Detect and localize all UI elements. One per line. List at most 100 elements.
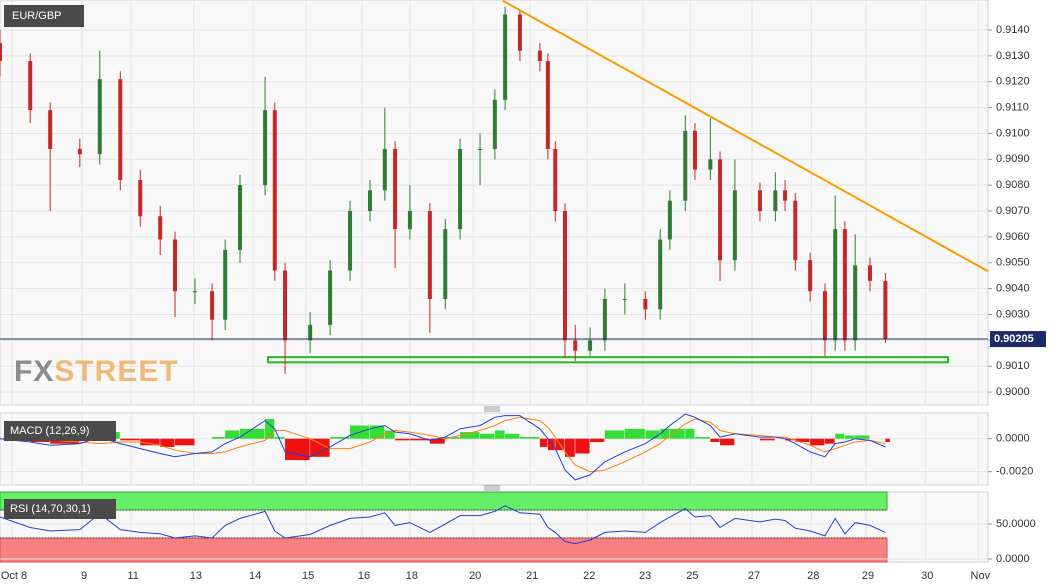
y-tick-label: 0.9100: [996, 127, 1030, 139]
y-tick-label: 0.9090: [996, 153, 1030, 165]
histogram-bar: [494, 430, 505, 439]
candle-body: [223, 249, 228, 320]
y-tick-label: 50.0000: [996, 518, 1036, 530]
candle-body: [138, 180, 143, 217]
candle-body: [158, 216, 163, 240]
candle-body: [562, 211, 567, 341]
x-tick-label: 23: [639, 570, 651, 582]
rsi-title: RSI (14,70,30,1): [10, 503, 91, 515]
current-price-label: 0.90205: [994, 333, 1034, 345]
histogram-bar: [694, 437, 710, 439]
candle-body: [382, 148, 387, 191]
candle-body: [883, 280, 888, 340]
histogram-bar: [824, 438, 835, 444]
histogram-bar: [429, 438, 445, 444]
candle-body: [793, 200, 798, 261]
histogram-bar: [274, 437, 285, 439]
candle-body: [867, 265, 872, 281]
x-tick-label: 20: [469, 570, 481, 582]
candle-body: [368, 190, 373, 212]
candle-body: [643, 298, 648, 310]
candle-body: [773, 190, 778, 212]
x-tick-label: 28: [807, 570, 819, 582]
x-tick-label: Oct 8: [1, 570, 27, 582]
candle-body: [238, 185, 243, 250]
y-tick-label: 0.9060: [996, 231, 1030, 243]
candle-body: [328, 270, 333, 325]
x-tick-label: 9: [81, 570, 87, 582]
candle-body: [683, 130, 688, 201]
candle-body: [478, 148, 483, 150]
candle-body: [407, 211, 412, 230]
x-tick-label: 13: [190, 570, 202, 582]
x-tick-label: 22: [583, 570, 595, 582]
histogram-bar: [395, 438, 410, 441]
histogram-bar: [212, 437, 225, 439]
histogram-bar: [835, 433, 845, 439]
candle-body: [545, 61, 550, 149]
candle-body: [658, 239, 663, 310]
candle-body: [708, 159, 713, 170]
histogram-bar: [539, 438, 548, 447]
candle-body: [833, 229, 838, 341]
x-tick-label: 29: [862, 570, 874, 582]
candle-body: [77, 148, 82, 155]
histogram-bar: [460, 432, 480, 439]
candle-body: [348, 211, 353, 271]
candle-body: [853, 265, 858, 341]
x-tick-label: 16: [358, 570, 370, 582]
candle-body: [602, 298, 607, 341]
title-box: [4, 499, 116, 519]
histogram-bar: [409, 438, 430, 441]
histogram-bar: [480, 433, 495, 439]
candle-body: [692, 130, 697, 170]
histogram-bar: [685, 428, 695, 439]
histogram-bar: [810, 438, 825, 446]
candle-body: [97, 79, 102, 155]
histogram-bar: [384, 430, 395, 439]
x-tick-label: 11: [127, 570, 138, 582]
y-tick-label: 0.9080: [996, 179, 1030, 191]
x-tick-label: 21: [526, 570, 538, 582]
candle-body: [283, 270, 288, 341]
histogram-bar: [160, 438, 175, 447]
histogram-bar: [645, 430, 660, 439]
histogram-bar: [120, 438, 140, 441]
histogram-bar: [624, 428, 645, 439]
candle-body: [308, 324, 313, 341]
histogram-bar: [669, 428, 685, 439]
macd-panel: [0, 412, 989, 486]
candle-body: [622, 298, 627, 300]
histogram-bar: [855, 435, 870, 439]
trendline: [502, 0, 989, 273]
resize-handle[interactable]: [484, 406, 500, 412]
current-price-box: [990, 331, 1046, 348]
y-tick-label: 0.9140: [996, 24, 1030, 36]
candle-body: [263, 110, 268, 186]
resize-handle[interactable]: [484, 485, 500, 491]
candle-body: [588, 340, 593, 351]
histogram-bar: [175, 438, 195, 446]
histogram-bar: [225, 430, 240, 439]
y-tick-label: 0.0000: [996, 553, 1030, 565]
histogram-bar: [370, 425, 385, 439]
rsi-line: [0, 505, 886, 545]
histogram-bar: [759, 438, 775, 441]
candle-body: [393, 148, 398, 230]
watermark-part: FX: [14, 355, 54, 388]
histogram-bar: [519, 437, 540, 439]
chart-title: EUR/GBP: [12, 10, 62, 22]
x-tick-label: 30: [921, 570, 933, 582]
histogram-bar: [795, 438, 810, 442]
x-tick-label: 27: [748, 570, 760, 582]
histogram-bar: [265, 418, 275, 439]
y-tick-label: 0.9070: [996, 205, 1030, 217]
candle-body: [822, 291, 827, 341]
histogram-bar: [844, 435, 855, 439]
x-tick-label: Nov: [971, 570, 991, 582]
histogram-bar: [885, 438, 890, 442]
histogram-bar: [564, 438, 575, 457]
histogram-bar: [310, 438, 330, 457]
overbought-zone: [0, 491, 888, 511]
